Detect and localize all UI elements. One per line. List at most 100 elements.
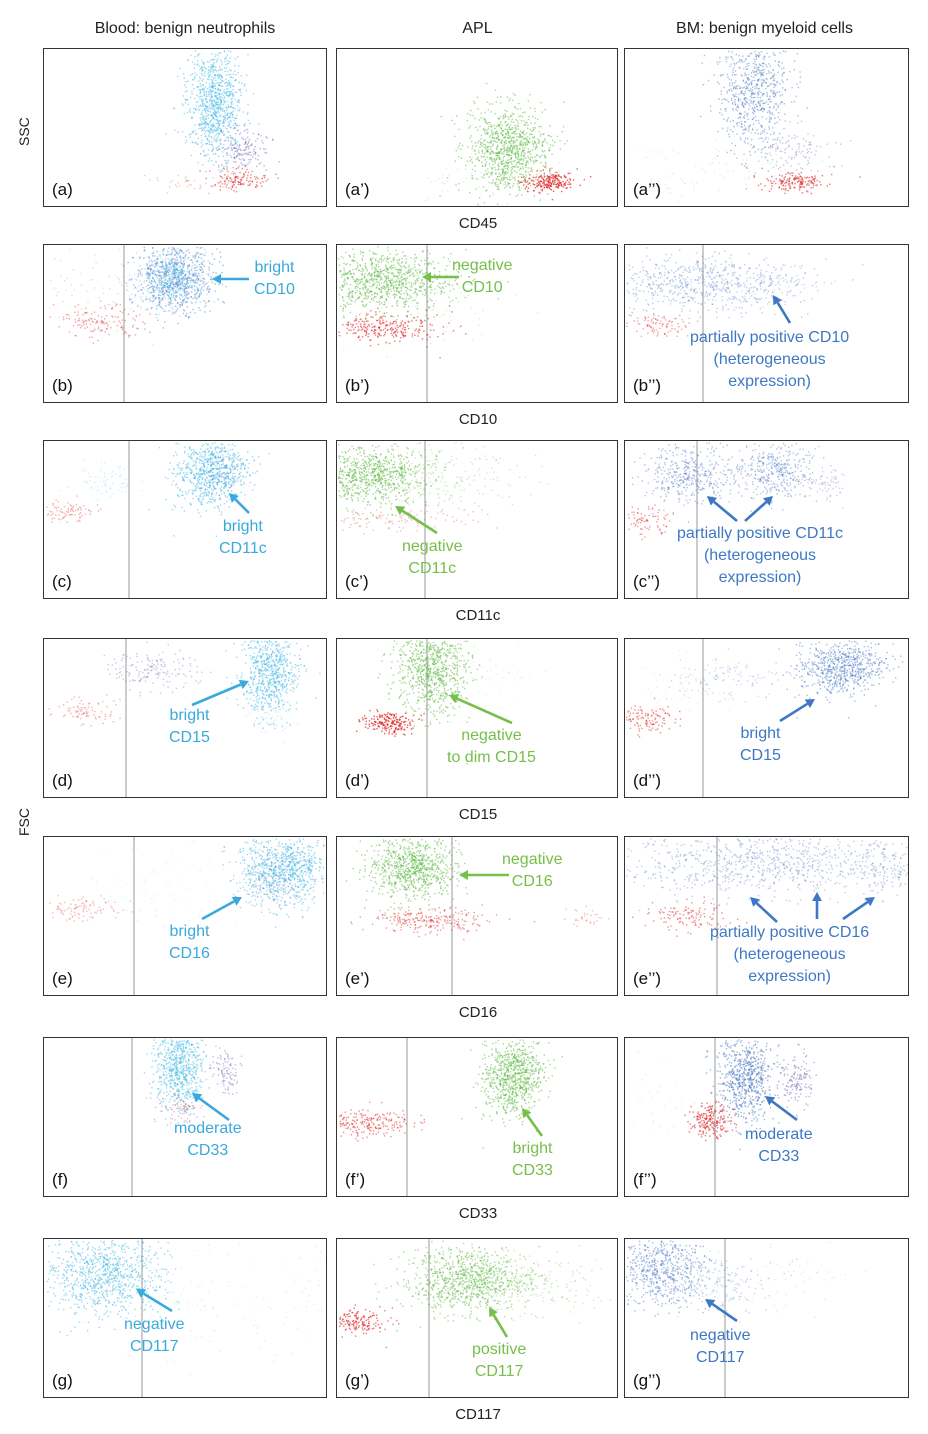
annotation-arrow — [492, 1314, 509, 1338]
scatter-plot-area — [339, 1239, 611, 1397]
scatter-panel-6-0: (g) negative CD117 — [43, 1238, 327, 1398]
annotation-line: expression) — [690, 371, 849, 393]
annotation-line: bright — [219, 516, 267, 538]
annotation-text: moderate CD33 — [174, 1118, 242, 1162]
y-axis-label-fsc: FSC — [16, 796, 32, 836]
scatter-plot-area — [626, 1239, 867, 1397]
annotation-text: bright CD15 — [169, 705, 210, 749]
annotation-arrow — [744, 501, 768, 522]
annotation-text: partially positive CD11c (heterogeneous ex… — [677, 523, 843, 589]
y-axis-label-ssc: SSC — [16, 106, 32, 146]
event-dots — [49, 838, 325, 929]
x-axis-label-cd11c: CD11c — [418, 607, 538, 624]
scatter-plot-area — [626, 245, 864, 402]
annotation-arrow — [143, 1292, 173, 1313]
annotation-text: moderate CD33 — [745, 1124, 813, 1168]
annotation-text: bright CD15 — [740, 723, 781, 767]
annotation-arrowhead — [459, 870, 468, 880]
x-axis-label-cd117: CD117 — [418, 1406, 538, 1423]
panel-label: (c’’) — [633, 572, 660, 592]
annotation-line: CD11c — [219, 538, 267, 560]
annotation-line: CD117 — [690, 1347, 751, 1369]
annotation-line: negative — [124, 1314, 185, 1336]
scatter-panel-4-1: (e’) negative CD16 — [336, 836, 618, 996]
event-dots — [356, 640, 546, 765]
event-dots — [48, 640, 321, 743]
annotation-text: negative CD11c — [402, 536, 463, 580]
annotation-line: negative — [452, 255, 513, 277]
panel-label: (e) — [52, 969, 73, 989]
annotation-arrowhead — [522, 1108, 532, 1119]
x-axis-label-cd33: CD33 — [418, 1205, 538, 1222]
event-dots — [338, 442, 550, 535]
scatter-panel-3-0: (d) bright CD15 — [43, 638, 327, 798]
panel-label: (e’’) — [633, 969, 661, 989]
scatter-panel-5-0: (f) moderate CD33 — [43, 1037, 327, 1197]
scatter-panel-5-1: (f’) bright CD33 — [336, 1037, 618, 1197]
annotation-arrowhead — [812, 892, 822, 901]
annotation-line: moderate — [745, 1124, 813, 1146]
annotation-line: bright — [169, 705, 210, 727]
event-dots — [424, 82, 592, 206]
scatter-panel-1-2: (b’’) partially positive CD10 (heterogeneo… — [624, 244, 909, 403]
annotation-line: CD15 — [740, 745, 781, 767]
scatter-plot-area — [633, 1038, 817, 1196]
scatter-plot-area — [639, 50, 861, 202]
scatter-plot-area — [46, 1239, 323, 1397]
annotation-line: CD33 — [745, 1146, 813, 1168]
event-dots — [339, 1240, 611, 1349]
annotation-text: bright CD10 — [254, 257, 295, 301]
annotation-arrowhead — [192, 1093, 203, 1103]
annotation-arrow — [776, 302, 792, 324]
annotation-line: CD117 — [472, 1361, 526, 1383]
annotation-arrow — [198, 1097, 230, 1122]
annotation-line: negative — [447, 725, 536, 747]
event-dots — [633, 1039, 817, 1151]
scatter-panel-4-2: (e’’) partially positive CD16 (heterogeneo… — [624, 836, 909, 996]
annotation-line: bright — [254, 257, 295, 279]
annotation-line: negative — [502, 849, 563, 871]
annotation-text: bright CD33 — [512, 1138, 553, 1182]
annotation-arrowhead — [707, 496, 718, 506]
annotation-arrowhead — [864, 897, 875, 907]
annotation-arrowhead — [705, 1299, 716, 1309]
annotation-arrowhead — [750, 897, 761, 907]
annotation-text: negative to dim CD15 — [447, 725, 536, 769]
x-axis-label-cd45: CD45 — [418, 215, 538, 232]
panel-label: (b’) — [345, 376, 370, 396]
annotation-arrowhead — [238, 679, 249, 690]
annotation-arrow — [713, 500, 738, 522]
scatter-plot-area — [626, 837, 908, 995]
annotation-line: partially positive CD16 — [710, 922, 869, 944]
scatter-panel-2-1: (c’) negative CD11c — [336, 440, 618, 599]
annotation-arrowhead — [229, 493, 239, 503]
annotation-line: partially positive CD11c — [677, 523, 843, 545]
panel-label: (e’) — [345, 969, 370, 989]
annotation-arrow — [234, 498, 250, 514]
annotation-text: negative CD117 — [690, 1325, 751, 1369]
annotation-arrowhead — [136, 1289, 147, 1298]
panel-label: (d’) — [345, 771, 370, 791]
panel-label: (g) — [52, 1371, 73, 1391]
event-dots — [626, 838, 908, 939]
scatter-plot-area — [627, 441, 845, 598]
annotation-arrow — [401, 509, 438, 535]
scatter-panel-3-1: (d’) negative to dim CD15 — [336, 638, 618, 798]
column-header-apl: APL — [335, 20, 620, 38]
annotation-line: bright — [740, 723, 781, 745]
event-dots — [627, 442, 845, 541]
scatter-plot-area — [48, 639, 321, 797]
x-axis-label-cd10: CD10 — [418, 411, 538, 428]
panel-label: (f’’) — [633, 1170, 657, 1190]
event-dots — [626, 1240, 867, 1323]
scatter-panel-6-1: (g’) positive CD117 — [336, 1238, 618, 1398]
event-dots — [46, 1240, 323, 1375]
scatter-panel-3-2: (d’’) bright CD15 — [624, 638, 909, 798]
scatter-plot-area — [626, 639, 904, 797]
annotation-text: negative CD10 — [452, 255, 513, 299]
scatter-panel-1-1: (b’) negative CD10 — [336, 244, 618, 403]
panel-label: (b’’) — [633, 376, 661, 396]
annotation-arrowhead — [231, 896, 242, 906]
event-dots — [144, 50, 281, 195]
column-header-blood: Blood: benign neutrophils — [40, 20, 330, 38]
